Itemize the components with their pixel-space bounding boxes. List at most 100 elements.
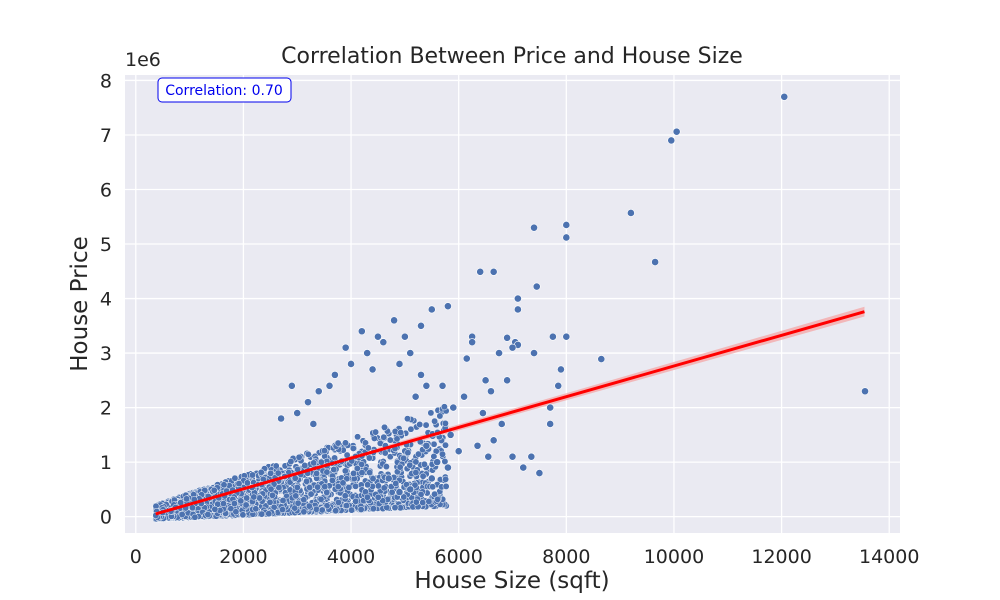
cloud-point [419,472,427,480]
regression-line [155,310,865,516]
cloud-point [183,495,191,503]
scatter-point-77 [395,488,404,497]
scatter-point-60 [379,338,388,347]
cloud-point [380,433,388,441]
grid [125,75,900,533]
cloud-point [243,494,251,502]
cloud-point [317,495,325,503]
cloud-point [365,454,373,462]
cloud-point [256,494,264,502]
scatter-point-46 [449,403,458,412]
cloud-point [232,508,240,516]
scatter-point-55 [400,332,409,341]
annotation-box [157,77,292,103]
cloud-point [369,505,377,513]
regression-layer [155,310,865,516]
cloud-point [341,467,349,475]
cloud-point [291,504,299,512]
scatter-point-40 [468,338,477,347]
scatter-point-7 [651,258,660,266]
scatter-point-19 [503,333,512,342]
scatter-point-39 [462,354,471,363]
cloud-point [237,497,245,505]
y-tick-label-3: 3 [100,343,112,365]
x-tick-label-5: 10000 [644,546,704,568]
cloud-point [434,495,442,503]
cloud-point [422,421,430,429]
scatter-point-30 [546,403,555,412]
cloud-point [442,441,449,449]
cloud-point [328,476,336,484]
scatter-point-11 [513,294,522,303]
x-tick-labels: 0 2000 4000 6000 8000 10000 12000 14000 [130,546,920,568]
scatter-point-4 [562,221,571,229]
cloud-point [397,429,405,437]
cloud-point [304,450,312,458]
cloud-point [404,449,412,457]
y-axis-label: House Price [67,236,93,372]
cloud-point [383,504,391,511]
scatter-point-0 [780,92,789,101]
cloud-point [439,450,446,458]
cloud-point [404,415,411,423]
cloud-point [412,469,420,477]
cloud-point [306,484,314,492]
x-axis-label: House Size (sqft) [414,568,609,594]
cloud-point [416,421,424,428]
cloud-point [318,506,326,514]
scatter-point-31 [546,420,555,428]
cloud-point [258,510,266,518]
y-tick-label-6: 6 [100,180,112,202]
scatter-point-67 [330,370,339,379]
cloud-point [343,502,350,510]
cloud-point [348,506,356,514]
scatter-point-63 [357,327,366,336]
cloud-point [295,453,303,461]
cloud-point [349,444,357,452]
cloud-point [272,462,280,470]
cloud-point [323,502,331,510]
scatter-points [277,92,869,497]
scatter-point-57 [395,360,404,368]
cloud-point [411,481,419,489]
cloud-point [265,510,273,518]
cloud-point [252,505,260,513]
x-tick-label-1: 2000 [219,546,267,568]
cloud-point [386,453,394,461]
scatter-point-28 [481,376,490,385]
cloud-point [436,412,444,420]
scatter-point-5 [562,233,571,242]
cloud-point [358,460,365,468]
x-tick-label-4: 8000 [542,546,590,568]
cloud-point [339,479,347,487]
cloud-point [330,466,338,473]
cloud-point [393,435,401,443]
cloud-point [392,480,400,487]
cloud-point [300,496,308,504]
scatter-point-70 [304,398,312,407]
cloud-point [400,454,408,462]
cloud-point [334,439,342,447]
cloud-point [178,511,186,518]
x-tick-label-2: 4000 [327,546,375,568]
cloud-point [374,482,382,490]
plot-background [125,75,900,533]
scatter-point-24 [530,349,538,357]
cloud-point [430,453,438,460]
cloud-point [310,459,318,467]
cloud-point [417,491,425,498]
cloud-point [305,502,313,510]
scatter-point-43 [473,441,482,450]
cloud-point [323,488,331,496]
cloud-point [386,436,394,444]
cloud-point [307,490,315,498]
cloud-point [412,458,420,466]
cloud-point [427,409,435,417]
scatter-point-9 [489,267,498,276]
cloud-point [301,462,309,469]
cloud-point [323,468,331,476]
scatter-point-3 [627,209,635,217]
cloud-point [391,504,399,512]
scatter-point-51 [422,441,431,450]
cloud-point [372,428,380,436]
